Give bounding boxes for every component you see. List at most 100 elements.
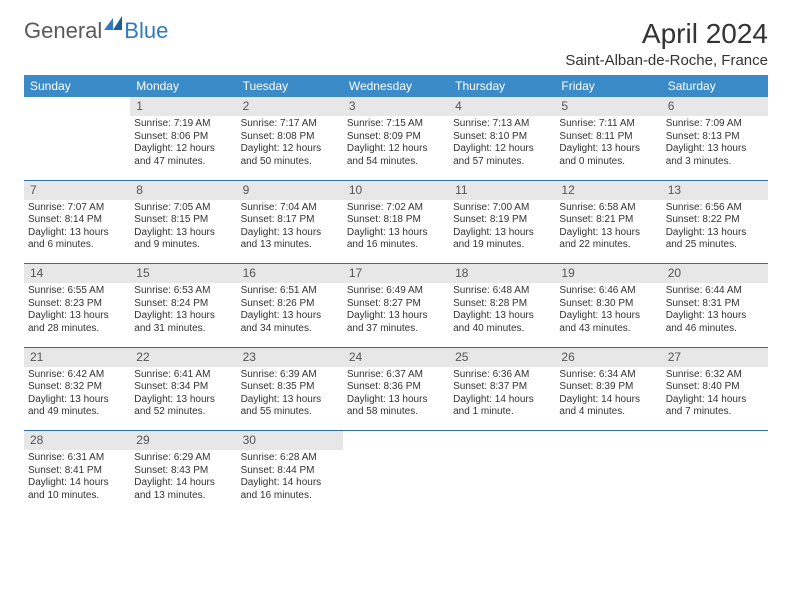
brand-logo: General Blue (24, 18, 168, 44)
sunrise-text: Sunrise: 6:49 AM (347, 285, 445, 298)
sunrise-text: Sunrise: 7:19 AM (134, 118, 232, 131)
daylight-text-line2: and 19 minutes. (453, 239, 551, 252)
sunrise-text: Sunrise: 6:34 AM (559, 369, 657, 382)
sunset-text: Sunset: 8:37 PM (453, 381, 551, 394)
daylight-text-line2: and 28 minutes. (28, 323, 126, 336)
sunset-text: Sunset: 8:39 PM (559, 381, 657, 394)
day-number-cell: 11 (449, 180, 555, 200)
day-number-cell: 6 (662, 97, 768, 116)
day-number-cell: 1 (130, 97, 236, 116)
detail-row: Sunrise: 6:31 AMSunset: 8:41 PMDaylight:… (24, 450, 768, 514)
daynum-row: 14151617181920 (24, 264, 768, 284)
sunset-text: Sunset: 8:15 PM (134, 214, 232, 227)
daylight-text-line2: and 13 minutes. (241, 239, 339, 252)
day-number-cell (24, 97, 130, 116)
day-detail-cell: Sunrise: 6:37 AMSunset: 8:36 PMDaylight:… (343, 367, 449, 431)
sunset-text: Sunset: 8:32 PM (28, 381, 126, 394)
daylight-text-line2: and 57 minutes. (453, 156, 551, 169)
day-detail-cell: Sunrise: 6:39 AMSunset: 8:35 PMDaylight:… (237, 367, 343, 431)
title-block: April 2024 Saint-Alban-de-Roche, France (565, 18, 768, 69)
daylight-text-line1: Daylight: 12 hours (453, 143, 551, 156)
day-number-cell: 16 (237, 264, 343, 284)
sunset-text: Sunset: 8:34 PM (134, 381, 232, 394)
sunrise-text: Sunrise: 6:58 AM (559, 202, 657, 215)
day-number-cell: 13 (662, 180, 768, 200)
daylight-text-line2: and 50 minutes. (241, 156, 339, 169)
day-detail-cell: Sunrise: 6:55 AMSunset: 8:23 PMDaylight:… (24, 283, 130, 347)
day-number-cell: 27 (662, 347, 768, 367)
daylight-text-line2: and 49 minutes. (28, 406, 126, 419)
daylight-text-line2: and 54 minutes. (347, 156, 445, 169)
weekday-heading: Friday (555, 75, 661, 97)
daylight-text-line2: and 13 minutes. (134, 490, 232, 503)
daylight-text-line1: Daylight: 13 hours (134, 310, 232, 323)
daylight-text-line2: and 55 minutes. (241, 406, 339, 419)
daylight-text-line1: Daylight: 14 hours (559, 394, 657, 407)
daylight-text-line2: and 7 minutes. (666, 406, 764, 419)
calendar-table: Sunday Monday Tuesday Wednesday Thursday… (24, 75, 768, 514)
weekday-row: Sunday Monday Tuesday Wednesday Thursday… (24, 75, 768, 97)
day-detail-cell: Sunrise: 6:36 AMSunset: 8:37 PMDaylight:… (449, 367, 555, 431)
location-label: Saint-Alban-de-Roche, France (565, 52, 768, 69)
sunset-text: Sunset: 8:35 PM (241, 381, 339, 394)
sunset-text: Sunset: 8:17 PM (241, 214, 339, 227)
daylight-text-line1: Daylight: 13 hours (453, 227, 551, 240)
day-number-cell (449, 431, 555, 451)
daylight-text-line1: Daylight: 13 hours (241, 394, 339, 407)
daylight-text-line2: and 9 minutes. (134, 239, 232, 252)
day-detail-cell: Sunrise: 6:46 AMSunset: 8:30 PMDaylight:… (555, 283, 661, 347)
weekday-heading: Thursday (449, 75, 555, 97)
detail-row: Sunrise: 6:42 AMSunset: 8:32 PMDaylight:… (24, 367, 768, 431)
day-number-cell: 30 (237, 431, 343, 451)
weekday-heading: Tuesday (237, 75, 343, 97)
daylight-text-line1: Daylight: 13 hours (347, 310, 445, 323)
sunset-text: Sunset: 8:30 PM (559, 298, 657, 311)
sunrise-text: Sunrise: 7:00 AM (453, 202, 551, 215)
daylight-text-line1: Daylight: 13 hours (559, 310, 657, 323)
sunrise-text: Sunrise: 6:55 AM (28, 285, 126, 298)
daynum-row: 282930 (24, 431, 768, 451)
day-number-cell: 19 (555, 264, 661, 284)
day-number-cell (343, 431, 449, 451)
day-detail-cell (343, 450, 449, 514)
day-detail-cell: Sunrise: 7:19 AMSunset: 8:06 PMDaylight:… (130, 116, 236, 180)
sunset-text: Sunset: 8:43 PM (134, 465, 232, 478)
day-detail-cell: Sunrise: 6:58 AMSunset: 8:21 PMDaylight:… (555, 200, 661, 264)
sunset-text: Sunset: 8:09 PM (347, 131, 445, 144)
sunrise-text: Sunrise: 6:29 AM (134, 452, 232, 465)
day-number-cell: 12 (555, 180, 661, 200)
daynum-row: 78910111213 (24, 180, 768, 200)
sunset-text: Sunset: 8:10 PM (453, 131, 551, 144)
day-detail-cell: Sunrise: 6:28 AMSunset: 8:44 PMDaylight:… (237, 450, 343, 514)
daylight-text-line1: Daylight: 13 hours (28, 394, 126, 407)
day-detail-cell: Sunrise: 6:42 AMSunset: 8:32 PMDaylight:… (24, 367, 130, 431)
daylight-text-line1: Daylight: 12 hours (134, 143, 232, 156)
detail-row: Sunrise: 7:07 AMSunset: 8:14 PMDaylight:… (24, 200, 768, 264)
sunset-text: Sunset: 8:36 PM (347, 381, 445, 394)
day-detail-cell: Sunrise: 7:09 AMSunset: 8:13 PMDaylight:… (662, 116, 768, 180)
day-detail-cell: Sunrise: 7:17 AMSunset: 8:08 PMDaylight:… (237, 116, 343, 180)
sunrise-text: Sunrise: 6:56 AM (666, 202, 764, 215)
daylight-text-line1: Daylight: 13 hours (347, 394, 445, 407)
day-detail-cell: Sunrise: 6:32 AMSunset: 8:40 PMDaylight:… (662, 367, 768, 431)
daylight-text-line2: and 16 minutes. (347, 239, 445, 252)
day-number-cell: 20 (662, 264, 768, 284)
daylight-text-line1: Daylight: 13 hours (559, 227, 657, 240)
day-number-cell: 8 (130, 180, 236, 200)
daynum-row: 21222324252627 (24, 347, 768, 367)
daylight-text-line2: and 16 minutes. (241, 490, 339, 503)
daylight-text-line2: and 46 minutes. (666, 323, 764, 336)
day-detail-cell (662, 450, 768, 514)
day-detail-cell: Sunrise: 6:41 AMSunset: 8:34 PMDaylight:… (130, 367, 236, 431)
logo-text-blue: Blue (124, 18, 168, 44)
day-detail-cell: Sunrise: 6:34 AMSunset: 8:39 PMDaylight:… (555, 367, 661, 431)
weekday-heading: Wednesday (343, 75, 449, 97)
daylight-text-line2: and 0 minutes. (559, 156, 657, 169)
sunrise-text: Sunrise: 7:17 AM (241, 118, 339, 131)
calendar-head: Sunday Monday Tuesday Wednesday Thursday… (24, 75, 768, 97)
sunrise-text: Sunrise: 7:15 AM (347, 118, 445, 131)
day-detail-cell (555, 450, 661, 514)
day-number-cell: 2 (237, 97, 343, 116)
daylight-text-line2: and 40 minutes. (453, 323, 551, 336)
daylight-text-line1: Daylight: 13 hours (347, 227, 445, 240)
